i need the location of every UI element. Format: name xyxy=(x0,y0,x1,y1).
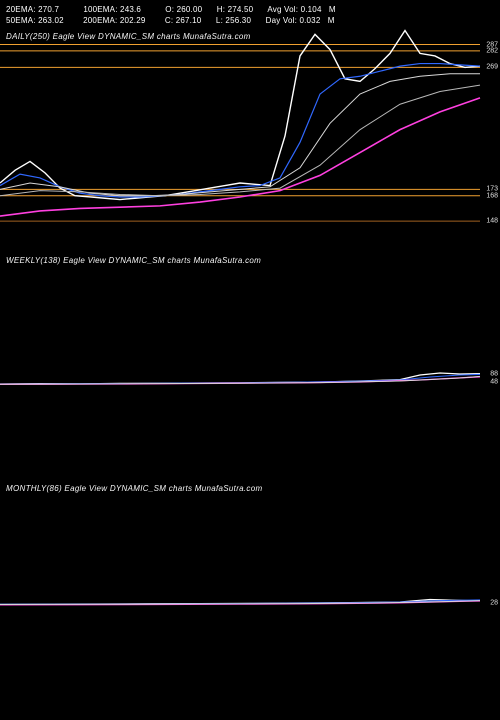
stats-row-1: 20EMA: 270.7 100EMA: 243.6 O: 260.00 H: … xyxy=(6,4,494,15)
stats-header: 20EMA: 270.7 100EMA: 243.6 O: 260.00 H: … xyxy=(0,0,500,28)
chart-panel: DAILY(250) Eagle View DYNAMIC_SM charts … xyxy=(0,28,500,244)
y-axis-label: 48 xyxy=(490,379,498,386)
y-axis-label: 282 xyxy=(486,47,498,54)
y-axis-label: 28 xyxy=(490,600,498,607)
series-line xyxy=(0,64,480,197)
chart-svg xyxy=(0,480,500,700)
y-axis-label: 148 xyxy=(486,218,498,225)
series-line xyxy=(0,98,480,216)
y-axis-label: 88 xyxy=(490,371,498,378)
chart-svg xyxy=(0,252,500,472)
y-axis-label: 269 xyxy=(486,64,498,71)
chart-panel: WEEKLY(138) Eagle View DYNAMIC_SM charts… xyxy=(0,252,500,472)
y-axis-label: 168 xyxy=(486,192,498,199)
series-line xyxy=(0,31,480,200)
chart-panel: MONTHLY(86) Eagle View DYNAMIC_SM charts… xyxy=(0,480,500,700)
series-line xyxy=(0,74,480,196)
stats-row-2: 50EMA: 263.02 200EMA: 202.29 C: 267.10 L… xyxy=(6,15,494,26)
series-line xyxy=(0,85,480,196)
chart-svg xyxy=(0,28,500,244)
